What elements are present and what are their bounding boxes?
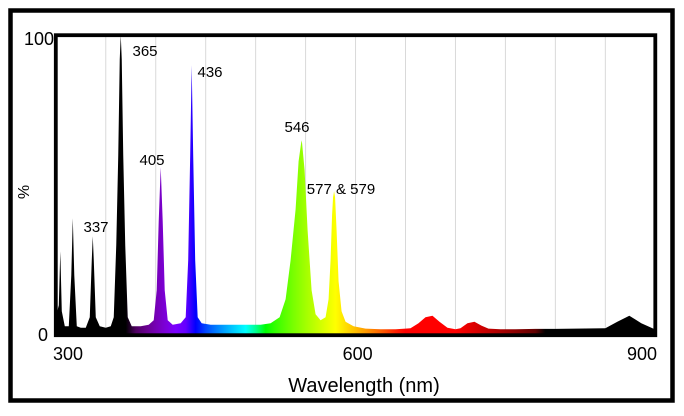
svg-text:436: 436 xyxy=(197,64,222,81)
svg-text:900: 900 xyxy=(627,344,657,364)
svg-text:546: 546 xyxy=(284,119,309,136)
svg-text:365: 365 xyxy=(132,43,157,60)
svg-text:%: % xyxy=(14,185,31,199)
svg-text:0: 0 xyxy=(38,325,48,345)
svg-text:337: 337 xyxy=(83,219,108,236)
svg-text:600: 600 xyxy=(343,344,373,364)
svg-text:100: 100 xyxy=(24,29,54,49)
svg-text:405: 405 xyxy=(139,152,164,169)
svg-text:Wavelength (nm): Wavelength (nm) xyxy=(288,375,440,397)
svg-text:577 & 579: 577 & 579 xyxy=(307,181,375,198)
svg-text:300: 300 xyxy=(53,344,83,364)
